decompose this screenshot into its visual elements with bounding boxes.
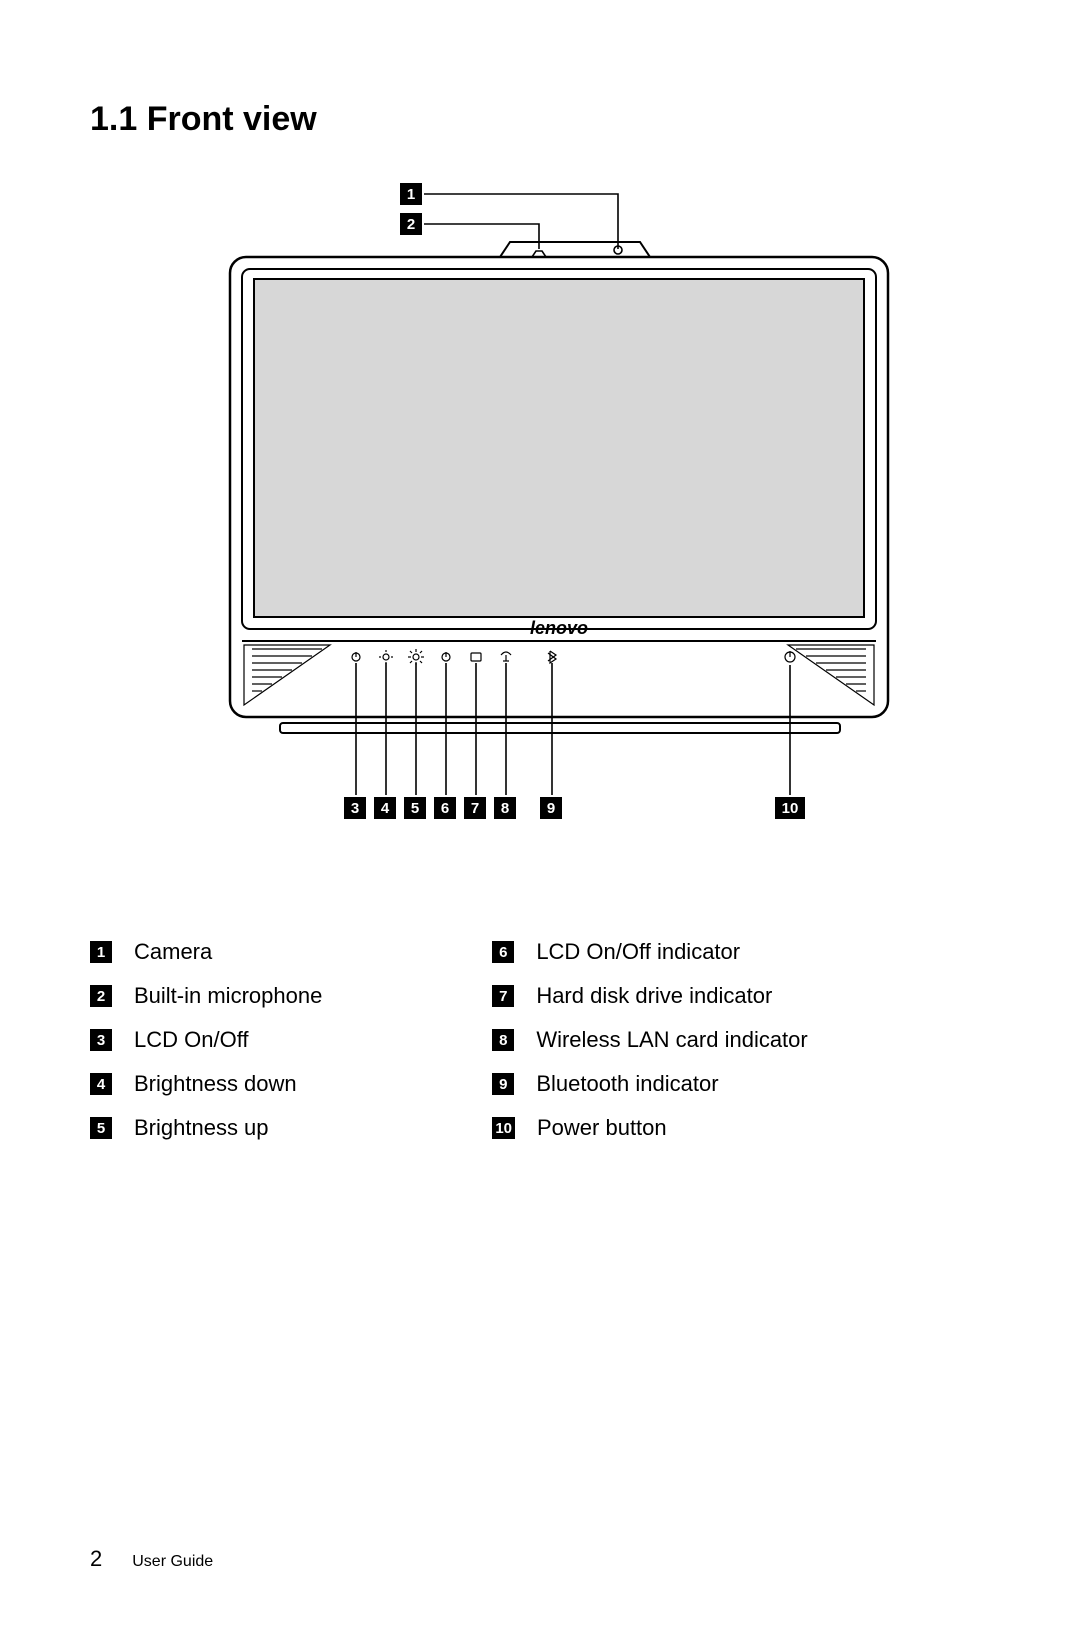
page-number: 2 bbox=[90, 1546, 102, 1572]
screen-area bbox=[254, 279, 864, 617]
legend-badge: 2 bbox=[90, 985, 112, 1007]
legend-label: Brightness up bbox=[134, 1115, 269, 1141]
legend-badge: 5 bbox=[90, 1117, 112, 1139]
legend-item: 3 LCD On/Off bbox=[90, 1027, 322, 1053]
camera-tab bbox=[500, 242, 650, 257]
legend-item: 4 Brightness down bbox=[90, 1071, 322, 1097]
legend-column-right: 6 LCD On/Off indicator 7 Hard disk drive… bbox=[492, 939, 807, 1141]
legend-label: Bluetooth indicator bbox=[536, 1071, 718, 1097]
legend-label: LCD On/Off bbox=[134, 1027, 249, 1053]
callout-badge-2: 2 bbox=[407, 216, 415, 233]
legend-item: 10 Power button bbox=[492, 1115, 807, 1141]
legend-item: 5 Brightness up bbox=[90, 1115, 322, 1141]
legend-badge: 6 bbox=[492, 941, 514, 963]
legend-label: LCD On/Off indicator bbox=[536, 939, 740, 965]
legend-label: Hard disk drive indicator bbox=[536, 983, 772, 1009]
legend-item: 7 Hard disk drive indicator bbox=[492, 983, 807, 1009]
callout-badges-bottom: 3 4 5 6 7 8 9 10 bbox=[344, 797, 805, 819]
callout-badge-9: 9 bbox=[547, 800, 555, 817]
legend-item: 2 Built-in microphone bbox=[90, 983, 322, 1009]
legend-badge: 10 bbox=[492, 1117, 515, 1139]
legend-table: 1 Camera 2 Built-in microphone 3 LCD On/… bbox=[90, 939, 990, 1141]
legend-item: 6 LCD On/Off indicator bbox=[492, 939, 807, 965]
diagram-container: 1 2 bbox=[210, 179, 910, 879]
legend-item: 1 Camera bbox=[90, 939, 322, 965]
legend-badge: 4 bbox=[90, 1073, 112, 1095]
legend-label: Brightness down bbox=[134, 1071, 297, 1097]
callout-badge-3: 3 bbox=[351, 800, 359, 817]
section-heading: 1.1 Front view bbox=[90, 100, 990, 139]
legend-badge: 3 bbox=[90, 1029, 112, 1051]
legend-badge: 8 bbox=[492, 1029, 514, 1051]
document-page: 1.1 Front view 1 2 bbox=[0, 0, 1080, 1642]
callout-badge-10: 10 bbox=[782, 800, 799, 817]
legend-label: Power button bbox=[537, 1115, 667, 1141]
callout-badge-5: 5 bbox=[411, 800, 419, 817]
callout-badge-1: 1 bbox=[407, 186, 415, 203]
callout-badge-4: 4 bbox=[381, 800, 390, 817]
legend-label: Camera bbox=[134, 939, 212, 965]
brand-logo: lenovo bbox=[530, 618, 588, 638]
callout-badge-6: 6 bbox=[441, 800, 449, 817]
legend-badge: 9 bbox=[492, 1073, 514, 1095]
callout-badge-7: 7 bbox=[471, 800, 479, 817]
legend-label: Built-in microphone bbox=[134, 983, 322, 1009]
legend-label: Wireless LAN card indicator bbox=[536, 1027, 807, 1053]
page-footer: 2 User Guide bbox=[90, 1546, 213, 1572]
legend-item: 9 Bluetooth indicator bbox=[492, 1071, 807, 1097]
callout-top-1: 1 bbox=[400, 183, 618, 249]
legend-badge: 1 bbox=[90, 941, 112, 963]
monitor-body: lenovo bbox=[230, 257, 888, 733]
legend-badge: 7 bbox=[492, 985, 514, 1007]
legend-column-left: 1 Camera 2 Built-in microphone 3 LCD On/… bbox=[90, 939, 322, 1141]
callout-badge-8: 8 bbox=[501, 800, 509, 817]
callout-top-2: 2 bbox=[400, 213, 539, 249]
footer-doc-label: User Guide bbox=[132, 1553, 213, 1571]
legend-item: 8 Wireless LAN card indicator bbox=[492, 1027, 807, 1053]
front-view-diagram: 1 2 bbox=[210, 179, 910, 879]
